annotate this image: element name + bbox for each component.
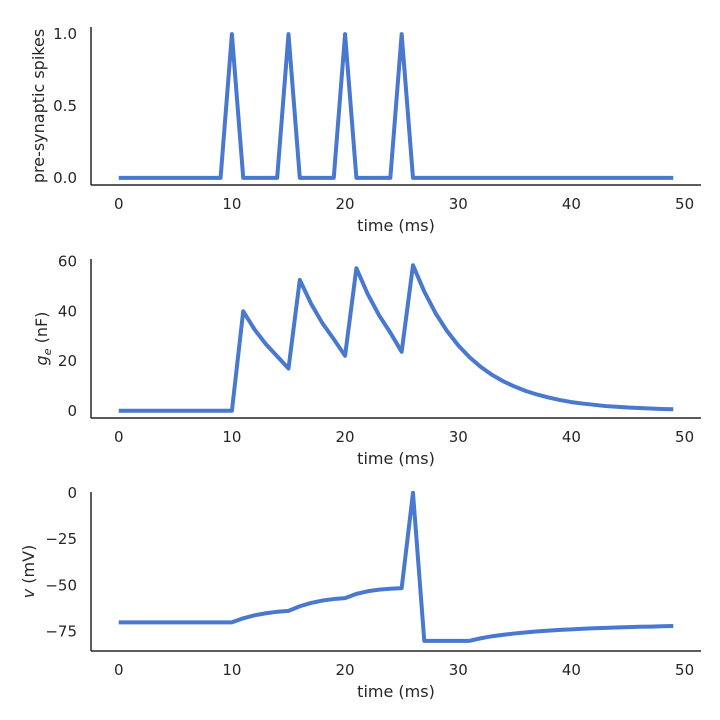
x-tick-label: 0 — [114, 661, 124, 679]
x-tick-label: 30 — [449, 195, 468, 213]
series-line-g_e — [118, 263, 674, 413]
series-line-v — [118, 490, 674, 643]
y-axis-label: ge (nF) — [32, 312, 54, 366]
x-tick-label: 0 — [114, 195, 124, 213]
x-tick-label: 40 — [562, 195, 581, 213]
y-tick-label: 0.0 — [53, 169, 77, 187]
y-tick-label: 1.0 — [53, 25, 77, 43]
y-axis-label-symbol: g — [32, 355, 51, 365]
y-tick-label: 40 — [58, 302, 77, 320]
y-tick-label: −50 — [45, 576, 77, 594]
chart-panel-1: 0 10 20 30 40 50 0.0 0.5 1.0 time (ms) pre-synapti… — [29, 25, 701, 235]
y-axis-label: v (mV) — [19, 545, 38, 599]
x-tick-label: 20 — [336, 661, 355, 679]
x-tick-label: 30 — [449, 661, 468, 679]
x-tick-label: 50 — [675, 428, 694, 446]
chart-panel-3: 0 10 20 30 40 50 0 −25 −50 −75 time (ms) v (mV) — [19, 484, 701, 701]
series-line-spikes — [118, 32, 674, 180]
x-tick-label: 40 — [562, 661, 581, 679]
x-tick-label: 30 — [449, 428, 468, 446]
y-axis-label-symbol: v — [19, 588, 38, 598]
x-tick-label: 10 — [222, 428, 241, 446]
y-tick-label: −75 — [45, 623, 77, 641]
y-tick-label: 0 — [67, 484, 77, 502]
x-tick-label: 10 — [222, 661, 241, 679]
y-tick-label: 20 — [58, 352, 77, 370]
y-tick-label: 60 — [58, 252, 77, 270]
x-axis-label: time (ms) — [357, 216, 435, 235]
x-tick-label: 50 — [675, 195, 694, 213]
x-tick-label: 40 — [562, 428, 581, 446]
y-tick-label: 0.5 — [53, 97, 77, 115]
x-tick-label: 10 — [222, 195, 241, 213]
x-tick-label: 20 — [336, 428, 355, 446]
x-axis-label: time (ms) — [357, 449, 435, 468]
y-axis-label: pre-synaptic spikes — [29, 29, 48, 183]
chart-panel-2: 0 10 20 30 40 50 0 20 40 60 time (ms) ge (nF) — [32, 252, 701, 468]
y-axis-label-unit: (mV) — [19, 545, 38, 589]
y-tick-label: −25 — [45, 530, 77, 548]
x-tick-label: 20 — [336, 195, 355, 213]
y-tick-label: 0 — [67, 402, 77, 420]
y-axis-label-unit: (nF) — [32, 312, 51, 349]
x-tick-label: 50 — [675, 661, 694, 679]
x-axis-label: time (ms) — [357, 682, 435, 701]
y-axis-label-subscript: e — [41, 348, 54, 355]
x-tick-label: 0 — [114, 428, 124, 446]
